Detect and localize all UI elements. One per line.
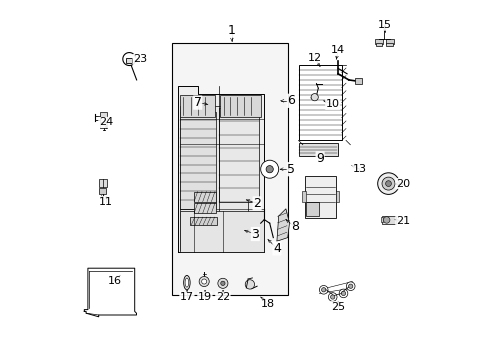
Circle shape [339, 289, 347, 298]
Text: 13: 13 [352, 164, 366, 174]
Bar [335, 191, 339, 202]
Bar [298, 65, 341, 140]
Text: 5: 5 [287, 163, 295, 176]
Circle shape [383, 217, 389, 223]
Bar [374, 39, 382, 44]
Circle shape [201, 279, 206, 284]
Bar [99, 179, 106, 187]
Bar [99, 188, 106, 194]
Circle shape [341, 291, 345, 296]
Bar [101, 122, 107, 128]
Text: 10: 10 [325, 99, 339, 109]
Bar [305, 176, 335, 218]
Polygon shape [178, 86, 264, 252]
Bar [179, 112, 215, 209]
Ellipse shape [185, 278, 188, 287]
Circle shape [348, 284, 352, 288]
Text: 3: 3 [251, 228, 259, 240]
Text: 1: 1 [227, 24, 235, 37]
Bar [179, 211, 264, 252]
Bar [190, 217, 217, 225]
Text: 6: 6 [287, 94, 295, 107]
Bar [380, 217, 383, 222]
Text: 2: 2 [253, 197, 261, 210]
Bar [219, 108, 258, 202]
Bar [375, 43, 381, 46]
Text: 25: 25 [330, 302, 345, 312]
Circle shape [218, 278, 227, 288]
Text: 15: 15 [377, 20, 391, 30]
Text: 17: 17 [180, 292, 194, 302]
Circle shape [265, 166, 273, 173]
Circle shape [381, 177, 394, 190]
Bar [126, 58, 132, 63]
Bar [382, 216, 395, 224]
Bar [220, 95, 261, 117]
Circle shape [310, 94, 318, 101]
Bar [172, 43, 287, 295]
Bar [385, 39, 393, 44]
Circle shape [199, 276, 209, 287]
Text: 9: 9 [316, 152, 324, 165]
Circle shape [220, 281, 224, 285]
Text: 12: 12 [307, 53, 321, 63]
Text: 23: 23 [133, 54, 147, 64]
Text: 24: 24 [99, 117, 113, 127]
Text: 8: 8 [290, 220, 298, 233]
Bar [355, 78, 361, 84]
Text: 20: 20 [395, 179, 409, 189]
Text: 7: 7 [193, 96, 201, 109]
Bar [302, 191, 305, 202]
Bar [298, 143, 337, 156]
Circle shape [319, 285, 327, 294]
Polygon shape [276, 209, 289, 241]
Text: 21: 21 [395, 216, 409, 226]
Text: 11: 11 [99, 197, 113, 207]
Bar [194, 203, 215, 213]
Circle shape [321, 288, 325, 292]
Circle shape [377, 173, 399, 194]
Circle shape [330, 295, 334, 299]
Text: 16: 16 [108, 276, 122, 286]
Text: 14: 14 [330, 45, 345, 55]
Bar [179, 106, 247, 250]
Circle shape [346, 282, 354, 291]
Text: 19: 19 [198, 292, 211, 302]
Text: 18: 18 [260, 299, 274, 309]
Text: 4: 4 [272, 242, 280, 255]
Polygon shape [84, 268, 136, 317]
Bar [100, 112, 107, 122]
Circle shape [385, 181, 390, 186]
Bar [386, 43, 392, 46]
Ellipse shape [183, 275, 190, 290]
Circle shape [244, 280, 254, 289]
Bar [194, 192, 215, 202]
Circle shape [260, 160, 278, 178]
Bar [306, 202, 318, 216]
Text: 22: 22 [215, 292, 229, 302]
Bar [180, 95, 214, 117]
Circle shape [328, 293, 336, 301]
